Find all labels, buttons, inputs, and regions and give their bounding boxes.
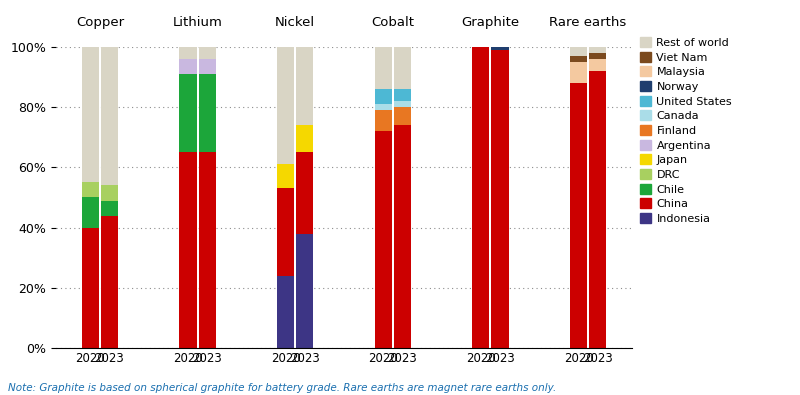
- Bar: [277, 47, 294, 164]
- Bar: [394, 102, 411, 107]
- Bar: [82, 228, 99, 348]
- Bar: [198, 47, 216, 59]
- Bar: [394, 89, 411, 102]
- Bar: [374, 104, 392, 111]
- Bar: [374, 47, 392, 89]
- Bar: [374, 132, 392, 348]
- Bar: [82, 47, 99, 182]
- Bar: [589, 71, 606, 348]
- Bar: [570, 56, 587, 62]
- Bar: [277, 188, 294, 276]
- Bar: [570, 62, 587, 83]
- Bar: [277, 164, 294, 188]
- Legend: Rest of world, Viet Nam, Malaysia, Norway, United States, Canada, Finland, Argen: Rest of world, Viet Nam, Malaysia, Norwa…: [638, 35, 734, 226]
- Bar: [82, 198, 99, 228]
- Bar: [374, 89, 392, 104]
- Text: Graphite: Graphite: [462, 16, 519, 29]
- Bar: [589, 53, 606, 59]
- Bar: [296, 152, 314, 233]
- Text: Lithium: Lithium: [173, 16, 222, 29]
- Bar: [179, 47, 197, 59]
- Text: Rare earths: Rare earths: [550, 16, 626, 29]
- Bar: [101, 186, 118, 201]
- Text: Copper: Copper: [76, 16, 124, 29]
- Bar: [179, 74, 197, 152]
- Text: Nickel: Nickel: [275, 16, 315, 29]
- Bar: [394, 107, 411, 126]
- Bar: [101, 47, 118, 186]
- Bar: [394, 126, 411, 348]
- Bar: [101, 216, 118, 348]
- Bar: [277, 276, 294, 348]
- Bar: [394, 47, 411, 89]
- Bar: [374, 111, 392, 132]
- Bar: [472, 47, 490, 348]
- Bar: [589, 59, 606, 71]
- Bar: [198, 74, 216, 152]
- Text: Note: Graphite is based on spherical graphite for battery grade. Rare earths are: Note: Graphite is based on spherical gra…: [8, 383, 556, 393]
- Bar: [589, 47, 606, 53]
- Bar: [101, 201, 118, 216]
- Bar: [82, 182, 99, 198]
- Bar: [570, 83, 587, 348]
- Bar: [491, 47, 509, 51]
- Bar: [198, 59, 216, 74]
- Bar: [491, 51, 509, 348]
- Text: Cobalt: Cobalt: [371, 16, 414, 29]
- Bar: [198, 152, 216, 348]
- Bar: [296, 233, 314, 348]
- Bar: [570, 47, 587, 56]
- Bar: [179, 59, 197, 74]
- Bar: [296, 47, 314, 126]
- Bar: [179, 152, 197, 348]
- Bar: [296, 126, 314, 152]
